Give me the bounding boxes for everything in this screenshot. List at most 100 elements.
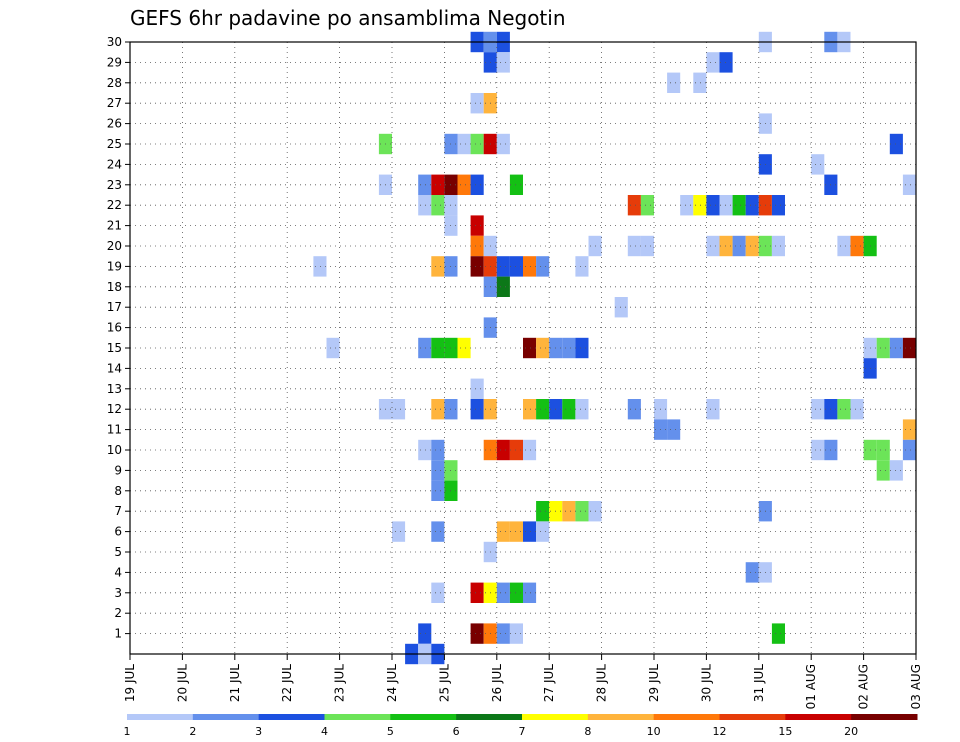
precip-cell bbox=[496, 256, 510, 277]
precip-cell bbox=[457, 337, 471, 359]
precip-cell bbox=[431, 460, 445, 481]
precip-cell bbox=[706, 52, 720, 73]
y-tick-label: 4 bbox=[114, 565, 122, 579]
x-tick-label: 02 AUG bbox=[857, 664, 871, 709]
y-tick-label: 14 bbox=[107, 361, 122, 375]
precip-cell bbox=[431, 521, 445, 542]
x-tick-label: 23 JUL bbox=[333, 664, 347, 702]
y-tick-label: 9 bbox=[114, 463, 122, 477]
colorbar-swatch bbox=[653, 714, 720, 720]
precip-cell bbox=[496, 133, 510, 155]
precip-cell bbox=[431, 439, 445, 461]
precip-cell bbox=[745, 562, 759, 583]
chart-title: GEFS 6hr padavine po ansamblima Negotin bbox=[130, 6, 566, 30]
precip-cell bbox=[431, 174, 445, 195]
precip-cell bbox=[771, 235, 785, 257]
x-tick-label: 27 JUL bbox=[542, 664, 556, 702]
y-tick-label: 19 bbox=[107, 259, 122, 273]
y-tick-label: 21 bbox=[107, 219, 122, 233]
y-tick-label: 1 bbox=[114, 627, 122, 641]
y-tick-label: 5 bbox=[114, 545, 122, 559]
precip-cell bbox=[313, 256, 327, 277]
colorbar-swatch bbox=[522, 714, 589, 720]
precip-cell bbox=[732, 235, 746, 257]
y-tick-label: 12 bbox=[107, 402, 122, 416]
y-tick-label: 24 bbox=[107, 157, 122, 171]
y-tick-label: 26 bbox=[107, 117, 122, 131]
precip-cell bbox=[431, 399, 445, 420]
precip-cell bbox=[889, 460, 903, 481]
colorbar-swatch bbox=[456, 714, 523, 720]
precip-cell bbox=[457, 174, 471, 195]
precip-cell bbox=[470, 623, 484, 644]
precip-cell bbox=[562, 399, 576, 420]
y-tick-label: 23 bbox=[107, 178, 122, 192]
x-tick-label: 31 JUL bbox=[752, 664, 766, 702]
precip-cell bbox=[470, 399, 484, 420]
colorbar-label: 5 bbox=[387, 725, 394, 738]
precip-cell bbox=[509, 174, 523, 195]
precip-cell bbox=[562, 337, 576, 359]
y-tick-label: 28 bbox=[107, 76, 122, 90]
precip-cell bbox=[470, 582, 484, 603]
precip-cell bbox=[392, 521, 406, 542]
y-tick-label: 25 bbox=[107, 137, 122, 151]
precip-cell bbox=[536, 501, 550, 522]
precip-cell bbox=[509, 623, 523, 644]
precip-cell bbox=[418, 174, 432, 195]
precip-cell bbox=[392, 399, 406, 420]
precip-cell bbox=[811, 399, 825, 420]
grid-layer bbox=[130, 41, 916, 654]
y-tick-label: 7 bbox=[114, 504, 122, 518]
colorbar-swatch bbox=[719, 714, 786, 720]
colorbar-label: 4 bbox=[321, 725, 328, 738]
precip-cell bbox=[523, 582, 537, 603]
precip-cell bbox=[745, 235, 759, 257]
precip-cell bbox=[837, 235, 851, 257]
x-tick-label: 30 JUL bbox=[699, 664, 713, 702]
y-tick-label: 20 bbox=[107, 239, 122, 253]
y-tick-label: 2 bbox=[114, 606, 122, 620]
precip-cell bbox=[667, 72, 681, 93]
y-tick-label: 18 bbox=[107, 280, 122, 294]
precip-cell bbox=[523, 521, 537, 542]
precip-cell bbox=[876, 439, 890, 461]
colorbar-label: 2 bbox=[189, 725, 196, 738]
precip-cell bbox=[575, 256, 589, 277]
precip-cell bbox=[640, 195, 654, 216]
precip-cell bbox=[719, 235, 733, 257]
precip-cell bbox=[693, 72, 707, 93]
precip-cell bbox=[902, 419, 916, 440]
precip-cell bbox=[902, 439, 916, 461]
y-tick-label: 13 bbox=[107, 382, 122, 396]
precip-cell bbox=[575, 501, 589, 522]
y-tick-label: 17 bbox=[107, 300, 122, 314]
precip-cell bbox=[876, 460, 890, 481]
precip-cell bbox=[706, 195, 720, 216]
colorbar-label: 15 bbox=[778, 725, 792, 738]
precip-cell bbox=[431, 480, 445, 501]
precip-cell bbox=[902, 337, 916, 359]
precip-cell bbox=[523, 256, 537, 277]
precip-cell bbox=[523, 439, 537, 461]
precip-cell bbox=[811, 154, 825, 175]
precip-cell bbox=[811, 439, 825, 461]
precip-cell bbox=[745, 195, 759, 216]
y-tick-label: 29 bbox=[107, 55, 122, 69]
precip-cell bbox=[431, 582, 445, 603]
precip-cell bbox=[523, 337, 537, 359]
x-axis: 19 JUL 20 JUL 21 JUL 22 JUL 23 JUL 24 JUL 25 J… bbox=[123, 654, 923, 709]
precip-cell bbox=[889, 133, 903, 155]
x-tick-label: 28 JUL bbox=[595, 664, 609, 702]
precip-cell bbox=[536, 399, 550, 420]
precip-cell bbox=[496, 521, 510, 542]
y-tick-label: 15 bbox=[107, 341, 122, 355]
colorbar-swatch bbox=[851, 714, 918, 720]
y-tick-label: 27 bbox=[107, 96, 122, 110]
y-tick-label: 16 bbox=[107, 321, 122, 335]
colorbar-label: 8 bbox=[584, 725, 591, 738]
precip-cell bbox=[496, 623, 510, 644]
y-tick-label: 30 bbox=[107, 35, 122, 49]
colorbar-label: 7 bbox=[519, 725, 526, 738]
precip-cell bbox=[771, 623, 785, 644]
